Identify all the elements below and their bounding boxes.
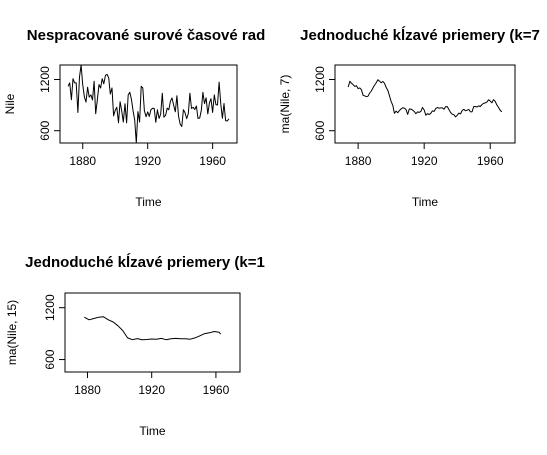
chart-title: Jednoduché kĺzavé priemery (k=1 (25, 253, 265, 271)
y-axis-label: ma(Nile, 15) (5, 300, 19, 365)
x-tick-label: 1880 (345, 154, 372, 168)
y-tick-label: 600 (43, 349, 57, 369)
x-axis-label: Time (412, 195, 439, 209)
x-axis: 1880 1920 1960 (69, 143, 226, 168)
chart-title: Nespracované surové časové rad (27, 27, 265, 44)
x-tick-label: 1920 (134, 154, 161, 168)
y-axis: 600 1200 (313, 66, 335, 141)
y-tick-label: 600 (313, 120, 327, 140)
x-tick-label: 1960 (199, 154, 226, 168)
plot-frame (334, 64, 516, 144)
x-tick-label: 1880 (74, 383, 101, 397)
x-axis: 1880 1920 1960 (345, 143, 504, 168)
series-line (84, 316, 222, 341)
plot-frame (64, 292, 241, 373)
y-axis-label: Nile (3, 93, 17, 114)
y-tick-label: 1200 (43, 294, 57, 321)
y-axis: 600 1200 (43, 294, 65, 370)
x-tick-label: 1960 (203, 383, 230, 397)
chart-title: Jednoduché kĺzavé priemery (k=7 (300, 26, 540, 44)
y-tick-label: 1200 (38, 66, 52, 93)
x-tick-label: 1960 (477, 154, 504, 168)
x-tick-label: 1920 (411, 154, 438, 168)
y-tick-label: 1200 (313, 66, 327, 93)
chart-panel-1: Nespracované surové časové rad 1880 1920 19… (3, 27, 265, 209)
x-tick-label: 1880 (69, 154, 96, 168)
x-axis-label: Time (139, 424, 166, 438)
series-line (347, 79, 503, 118)
y-tick-label: 600 (38, 120, 52, 140)
x-tick-label: 1920 (138, 383, 165, 397)
y-axis: 600 1200 (38, 66, 60, 141)
y-axis-label: ma(Nile, 7) (278, 75, 292, 134)
x-axis: 1880 1920 1960 (74, 372, 230, 397)
plot-frame (59, 64, 238, 144)
x-axis-label: Time (135, 195, 162, 209)
series-line (67, 64, 230, 144)
